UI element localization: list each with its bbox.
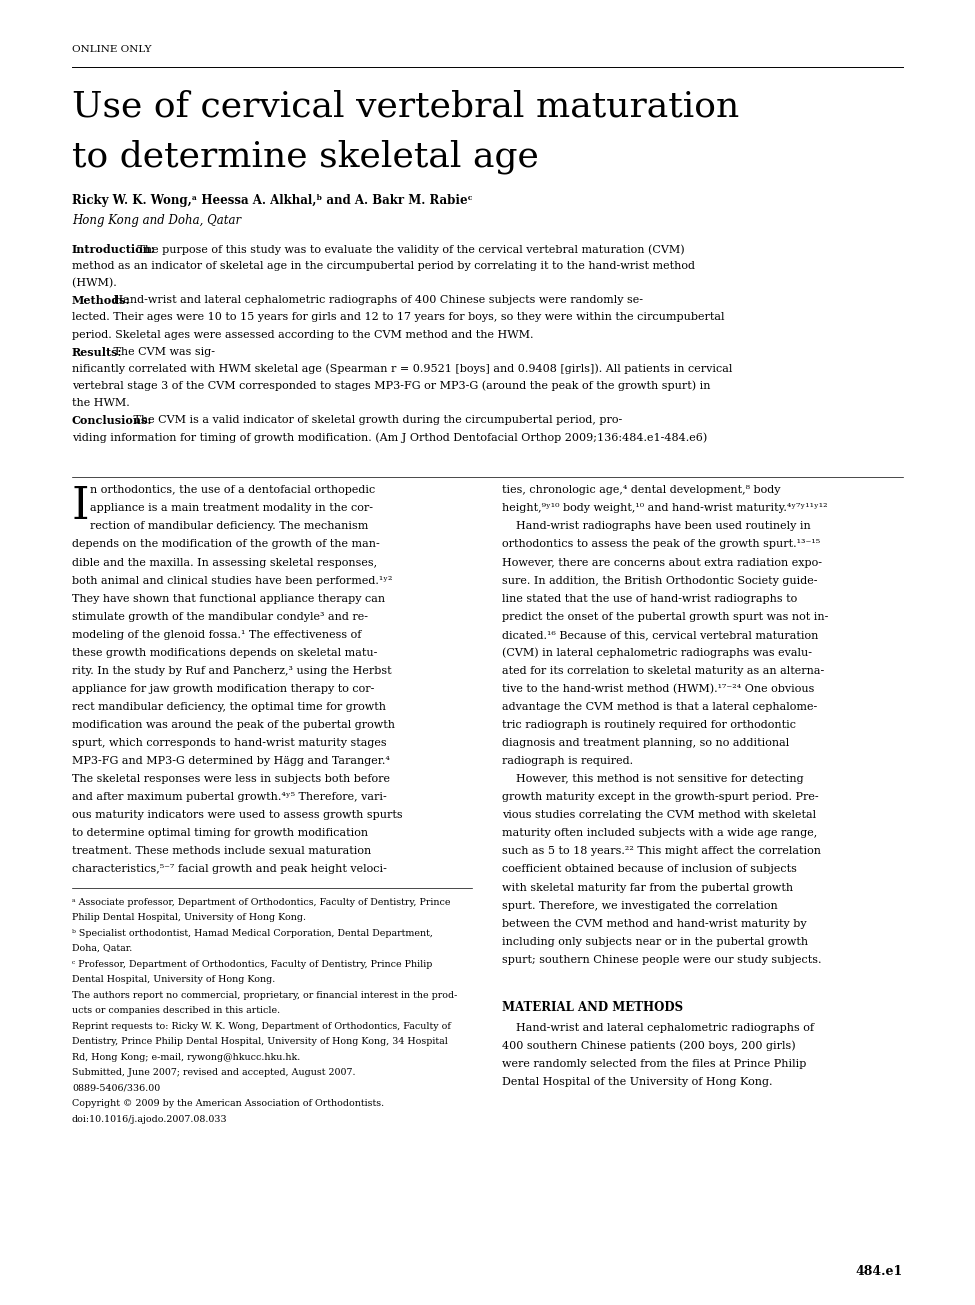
Text: growth maturity except in the growth-spurt period. Pre-: growth maturity except in the growth-spu… — [502, 792, 819, 803]
Text: spurt; southern Chinese people were our study subjects.: spurt; southern Chinese people were our … — [502, 955, 822, 964]
Text: 0889-5406/336.00: 0889-5406/336.00 — [72, 1084, 160, 1092]
Text: period. Skeletal ages were assessed according to the CVM method and the HWM.: period. Skeletal ages were assessed acco… — [72, 330, 537, 339]
Text: tive to the hand-wrist method (HWM).¹⁷⁻²⁴ One obvious: tive to the hand-wrist method (HWM).¹⁷⁻²… — [502, 684, 815, 694]
Text: lected. Their ages were 10 to 15 years for girls and 12 to 17 years for boys, so: lected. Their ages were 10 to 15 years f… — [72, 312, 724, 322]
Text: characteristics,⁵⁻⁷ facial growth and peak height veloci-: characteristics,⁵⁻⁷ facial growth and pe… — [72, 864, 387, 874]
Text: advantage the CVM method is that a lateral cephalome-: advantage the CVM method is that a later… — [502, 702, 818, 713]
Text: treatment. These methods include sexual maturation: treatment. These methods include sexual … — [72, 847, 371, 856]
Text: appliance for jaw growth modification therapy to cor-: appliance for jaw growth modification th… — [72, 684, 374, 694]
Text: The skeletal responses were less in subjects both before: The skeletal responses were less in subj… — [72, 774, 390, 784]
Text: viding information for timing of growth modification. (Am J Orthod Dentofacial O: viding information for timing of growth … — [72, 432, 707, 442]
Text: ous maturity indicators were used to assess growth spurts: ous maturity indicators were used to ass… — [72, 810, 403, 821]
Text: rection of mandibular deficiency. The mechanism: rection of mandibular deficiency. The me… — [90, 522, 369, 531]
Text: both animal and clinical studies have been performed.¹ʸ²: both animal and clinical studies have be… — [72, 576, 393, 586]
Text: MATERIAL AND METHODS: MATERIAL AND METHODS — [502, 1001, 683, 1014]
Text: 484.e1: 484.e1 — [856, 1265, 903, 1278]
Text: They have shown that functional appliance therapy can: They have shown that functional applianc… — [72, 594, 385, 604]
Text: stimulate growth of the mandibular condyle³ and re-: stimulate growth of the mandibular condy… — [72, 612, 368, 621]
Text: ties, chronologic age,⁴ dental development,⁸ body: ties, chronologic age,⁴ dental developme… — [502, 485, 781, 496]
Text: dible and the maxilla. In assessing skeletal responses,: dible and the maxilla. In assessing skel… — [72, 557, 377, 568]
Text: ᵇ Specialist orthodontist, Hamad Medical Corporation, Dental Department,: ᵇ Specialist orthodontist, Hamad Medical… — [72, 929, 433, 937]
Text: to determine skeletal age: to determine skeletal age — [72, 140, 539, 174]
Text: ᵃ Associate professor, Department of Orthodontics, Faculty of Dentistry, Prince: ᵃ Associate professor, Department of Ort… — [72, 898, 450, 907]
Text: these growth modifications depends on skeletal matu-: these growth modifications depends on sk… — [72, 647, 377, 658]
Text: between the CVM method and hand-wrist maturity by: between the CVM method and hand-wrist ma… — [502, 919, 807, 929]
Text: and after maximum pubertal growth.⁴ʸ⁵ Therefore, vari-: and after maximum pubertal growth.⁴ʸ⁵ Th… — [72, 792, 387, 803]
Text: coefficient obtained because of inclusion of subjects: coefficient obtained because of inclusio… — [502, 864, 798, 874]
Text: orthodontics to assess the peak of the growth spurt.¹³⁻¹⁵: orthodontics to assess the peak of the g… — [502, 539, 821, 549]
Text: Ricky W. K. Wong,ᵃ Heessa A. Alkhal,ᵇ and A. Bakr M. Rabieᶜ: Ricky W. K. Wong,ᵃ Heessa A. Alkhal,ᵇ an… — [72, 194, 473, 207]
Text: ᶜ Professor, Department of Orthodontics, Faculty of Dentistry, Prince Philip: ᶜ Professor, Department of Orthodontics,… — [72, 959, 432, 968]
Text: with skeletal maturity far from the pubertal growth: with skeletal maturity far from the pube… — [502, 882, 794, 893]
Text: The authors report no commercial, proprietary, or financial interest in the prod: The authors report no commercial, propri… — [72, 990, 457, 1000]
Text: appliance is a main treatment modality in the cor-: appliance is a main treatment modality i… — [90, 504, 373, 513]
Text: However, this method is not sensitive for detecting: However, this method is not sensitive fo… — [502, 774, 804, 784]
Text: ated for its correlation to skeletal maturity as an alterna-: ated for its correlation to skeletal mat… — [502, 666, 825, 676]
Text: were randomly selected from the files at Prince Philip: were randomly selected from the files at… — [502, 1058, 807, 1069]
Text: modeling of the glenoid fossa.¹ The effectiveness of: modeling of the glenoid fossa.¹ The effe… — [72, 630, 362, 639]
Text: The purpose of this study was to evaluate the validity of the cervical vertebral: The purpose of this study was to evaluat… — [135, 244, 685, 254]
Text: Reprint requests to: Ricky W. K. Wong, Department of Orthodontics, Faculty of: Reprint requests to: Ricky W. K. Wong, D… — [72, 1022, 450, 1031]
Text: Hand-wrist and lateral cephalometric radiographs of 400 Chinese subjects were ra: Hand-wrist and lateral cephalometric rad… — [110, 295, 644, 305]
Text: 400 southern Chinese patients (200 boys, 200 girls): 400 southern Chinese patients (200 boys,… — [502, 1041, 797, 1052]
Text: Submitted, June 2007; revised and accepted, August 2007.: Submitted, June 2007; revised and accept… — [72, 1069, 356, 1078]
Text: predict the onset of the pubertal growth spurt was not in-: predict the onset of the pubertal growth… — [502, 612, 829, 621]
Text: Dentistry, Prince Philip Dental Hospital, University of Hong Kong, 34 Hospital: Dentistry, Prince Philip Dental Hospital… — [72, 1037, 448, 1047]
Text: Methods:: Methods: — [72, 295, 131, 307]
Text: ONLINE ONLY: ONLINE ONLY — [72, 44, 151, 54]
Text: radiograph is required.: radiograph is required. — [502, 756, 634, 766]
Text: Conclusions:: Conclusions: — [72, 415, 152, 427]
Text: spurt, which corresponds to hand-wrist maturity stages: spurt, which corresponds to hand-wrist m… — [72, 739, 387, 748]
Text: doi:10.1016/j.ajodo.2007.08.033: doi:10.1016/j.ajodo.2007.08.033 — [72, 1114, 227, 1124]
Text: vertebral stage 3 of the CVM corresponded to stages MP3-FG or MP3-G (around the : vertebral stage 3 of the CVM corresponde… — [72, 381, 711, 392]
Text: Copyright © 2009 by the American Association of Orthodontists.: Copyright © 2009 by the American Associa… — [72, 1099, 384, 1108]
Text: rity. In the study by Ruf and Pancherz,³ using the Herbst: rity. In the study by Ruf and Pancherz,³… — [72, 666, 392, 676]
Text: Introduction:: Introduction: — [72, 244, 156, 254]
Text: spurt. Therefore, we investigated the correlation: spurt. Therefore, we investigated the co… — [502, 900, 778, 911]
Text: modification was around the peak of the pubertal growth: modification was around the peak of the … — [72, 720, 395, 729]
Text: Use of cervical vertebral maturation: Use of cervical vertebral maturation — [72, 89, 739, 123]
Text: Hand-wrist radiographs have been used routinely in: Hand-wrist radiographs have been used ro… — [502, 522, 811, 531]
Text: dicated.¹⁶ Because of this, cervical vertebral maturation: dicated.¹⁶ Because of this, cervical ver… — [502, 630, 819, 639]
Text: Hong Kong and Doha, Qatar: Hong Kong and Doha, Qatar — [72, 214, 241, 227]
Text: However, there are concerns about extra radiation expo-: However, there are concerns about extra … — [502, 557, 823, 568]
Text: Doha, Qatar.: Doha, Qatar. — [72, 944, 133, 953]
Text: tric radiograph is routinely required for orthodontic: tric radiograph is routinely required fo… — [502, 720, 797, 729]
Text: rect mandibular deficiency, the optimal time for growth: rect mandibular deficiency, the optimal … — [72, 702, 386, 713]
Text: to determine optimal timing for growth modification: to determine optimal timing for growth m… — [72, 829, 369, 838]
Text: nificantly correlated with HWM skeletal age (Spearman r = 0.9521 [boys] and 0.94: nificantly correlated with HWM skeletal … — [72, 364, 732, 375]
Text: Hand-wrist and lateral cephalometric radiographs of: Hand-wrist and lateral cephalometric rad… — [502, 1023, 814, 1032]
Text: sure. In addition, the British Orthodontic Society guide-: sure. In addition, the British Orthodont… — [502, 576, 818, 586]
Text: diagnosis and treatment planning, so no additional: diagnosis and treatment planning, so no … — [502, 739, 790, 748]
Text: line stated that the use of hand-wrist radiographs to: line stated that the use of hand-wrist r… — [502, 594, 798, 604]
Text: The CVM was sig-: The CVM was sig- — [110, 347, 215, 356]
Text: Dental Hospital, University of Hong Kong.: Dental Hospital, University of Hong Kong… — [72, 975, 275, 984]
Text: n orthodontics, the use of a dentofacial orthopedic: n orthodontics, the use of a dentofacial… — [90, 485, 375, 496]
Text: Results:: Results: — [72, 347, 123, 358]
Text: (HWM).: (HWM). — [72, 278, 120, 288]
Text: method as an indicator of skeletal age in the circumpubertal period by correlati: method as an indicator of skeletal age i… — [72, 261, 695, 271]
Text: (CVM) in lateral cephalometric radiographs was evalu-: (CVM) in lateral cephalometric radiograp… — [502, 647, 812, 659]
Text: ucts or companies described in this article.: ucts or companies described in this arti… — [72, 1006, 280, 1015]
Text: maturity often included subjects with a wide age range,: maturity often included subjects with a … — [502, 829, 818, 838]
Text: Dental Hospital of the University of Hong Kong.: Dental Hospital of the University of Hon… — [502, 1077, 773, 1087]
Text: such as 5 to 18 years.²² This might affect the correlation: such as 5 to 18 years.²² This might affe… — [502, 847, 822, 856]
Text: vious studies correlating the CVM method with skeletal: vious studies correlating the CVM method… — [502, 810, 817, 821]
Text: Rd, Hong Kong; e-mail, rywong@hkucc.hku.hk.: Rd, Hong Kong; e-mail, rywong@hkucc.hku.… — [72, 1053, 300, 1062]
Text: including only subjects near or in the pubertal growth: including only subjects near or in the p… — [502, 937, 808, 946]
Text: Philip Dental Hospital, University of Hong Kong.: Philip Dental Hospital, University of Ho… — [72, 913, 306, 923]
Text: MP3-FG and MP3-G determined by Hägg and Taranger.⁴: MP3-FG and MP3-G determined by Hägg and … — [72, 756, 390, 766]
Text: The CVM is a valid indicator of skeletal growth during the circumpubertal period: The CVM is a valid indicator of skeletal… — [130, 415, 622, 425]
Text: I: I — [72, 485, 90, 529]
Text: the HWM.: the HWM. — [72, 398, 134, 408]
Text: height,⁹ʸ¹⁰ body weight,¹⁰ and hand-wrist maturity.⁴ʸ⁷ʸ¹¹ʸ¹²: height,⁹ʸ¹⁰ body weight,¹⁰ and hand-wris… — [502, 504, 828, 513]
Text: depends on the modification of the growth of the man-: depends on the modification of the growt… — [72, 539, 379, 549]
